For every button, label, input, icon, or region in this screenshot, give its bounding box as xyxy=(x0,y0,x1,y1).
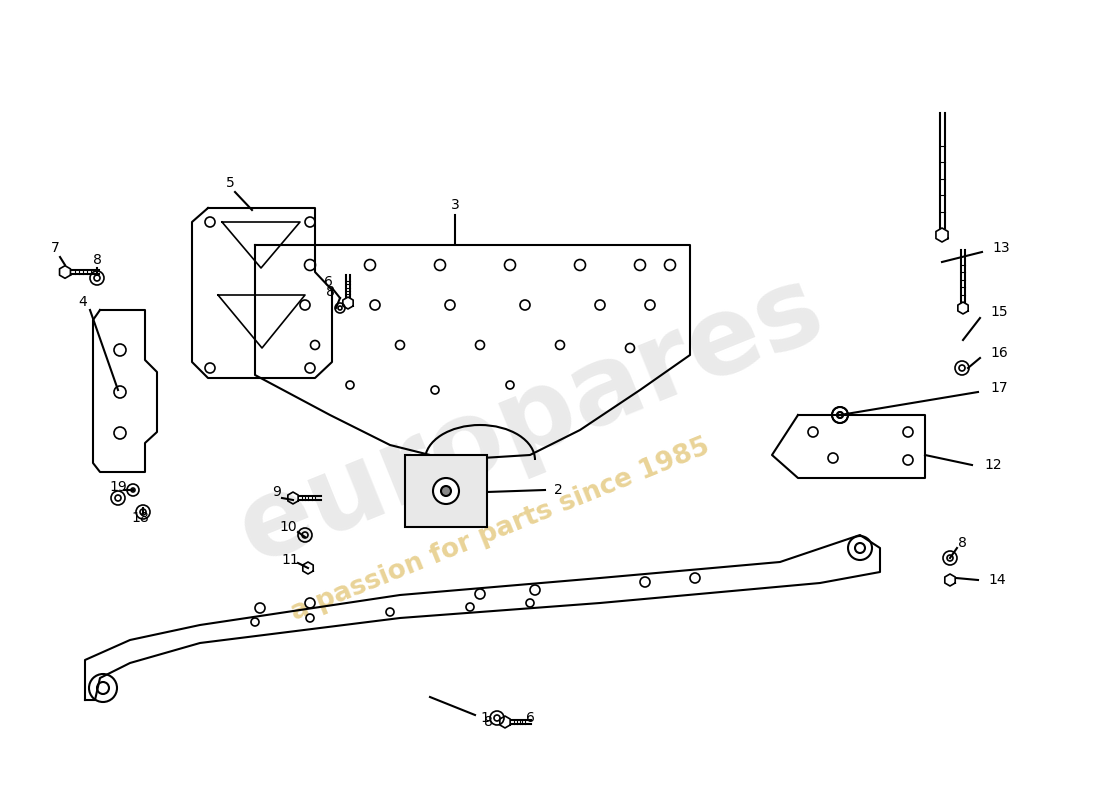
Text: 3: 3 xyxy=(451,198,460,212)
Text: 10: 10 xyxy=(279,520,297,534)
Text: 6: 6 xyxy=(323,275,332,289)
Text: 5: 5 xyxy=(226,176,234,190)
Text: 18: 18 xyxy=(131,511,149,525)
Circle shape xyxy=(433,478,459,504)
Text: 8: 8 xyxy=(92,253,101,267)
Text: 4: 4 xyxy=(78,295,87,309)
Text: 12: 12 xyxy=(984,458,1002,472)
Text: 17: 17 xyxy=(990,381,1008,395)
Text: 13: 13 xyxy=(992,241,1010,255)
Bar xyxy=(405,455,487,527)
Text: 16: 16 xyxy=(990,346,1008,360)
Text: europares: europares xyxy=(222,254,838,586)
Text: 6: 6 xyxy=(526,711,535,725)
Text: 2: 2 xyxy=(553,483,562,497)
Text: a passion for parts since 1985: a passion for parts since 1985 xyxy=(287,434,713,626)
Text: 7: 7 xyxy=(51,241,59,255)
Text: 9: 9 xyxy=(273,485,282,499)
Text: 19: 19 xyxy=(109,480,126,494)
Circle shape xyxy=(441,486,451,496)
Text: 1: 1 xyxy=(481,711,490,725)
Text: 8: 8 xyxy=(484,715,493,729)
Text: 14: 14 xyxy=(988,573,1005,587)
Text: 8: 8 xyxy=(958,536,967,550)
Text: 11: 11 xyxy=(282,553,299,567)
Text: 8: 8 xyxy=(326,285,334,299)
Text: 15: 15 xyxy=(990,305,1008,319)
